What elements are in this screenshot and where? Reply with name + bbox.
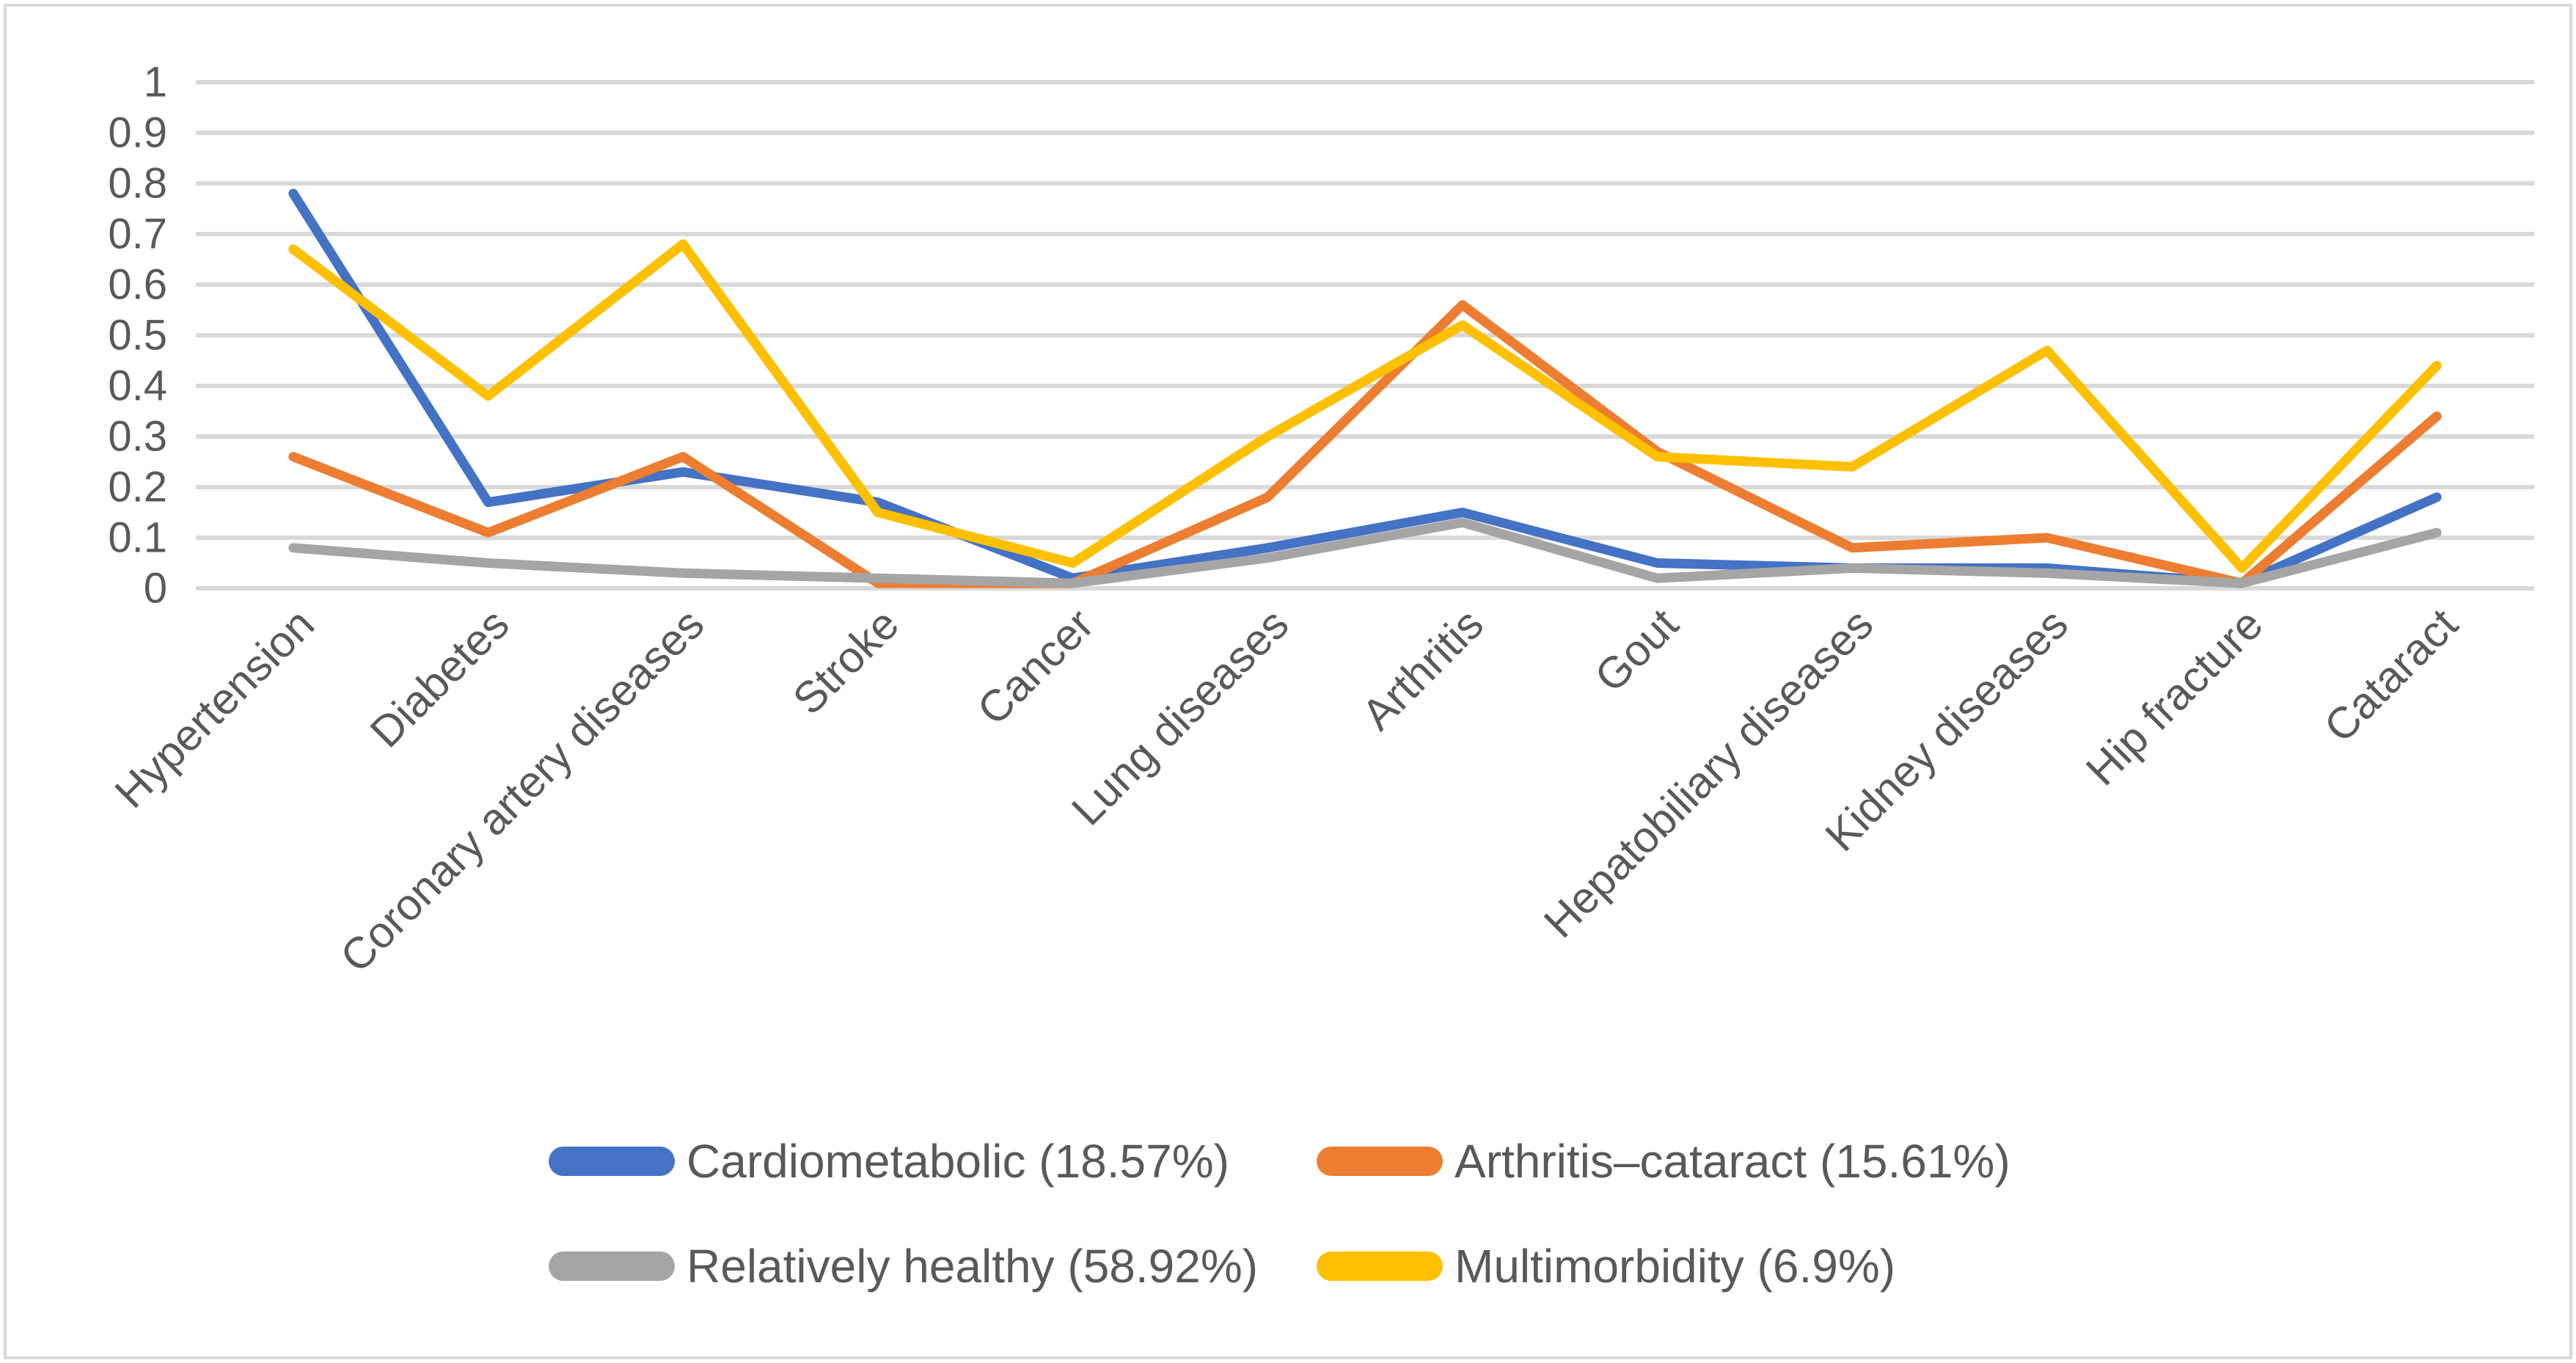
y-axis-tick-labels: 10.90.80.70.60.50.40.30.20.10 (108, 59, 167, 613)
legend-item: Relatively healthy (58.92%) (549, 1240, 1258, 1293)
y-tick-label: 0.1 (108, 514, 167, 562)
legend-swatch-2 (549, 1251, 675, 1281)
figure-border (4, 4, 2572, 1359)
legend-label: Cardiometabolic (18.57%) (687, 1135, 1229, 1188)
legend-label: Relatively healthy (58.92%) (687, 1240, 1258, 1293)
y-tick-label: 0.3 (108, 413, 167, 461)
legend-swatch-0 (549, 1147, 675, 1176)
series-line-1 (288, 300, 2442, 588)
y-tick-label: 0.5 (108, 312, 167, 359)
series-line-2 (288, 517, 2442, 588)
y-tick-label: 1 (144, 59, 167, 106)
legend-item: Cardiometabolic (18.57%) (549, 1135, 1229, 1188)
legend-item: Multimorbidity (6.9%) (1317, 1240, 1895, 1293)
y-tick-label: 0.6 (108, 261, 167, 309)
y-tick-label: 0.4 (108, 362, 167, 410)
legend-label: Multimorbidity (6.9%) (1455, 1240, 1895, 1293)
legend-swatch-1 (1317, 1147, 1443, 1176)
y-tick-label: 0 (144, 565, 167, 613)
legend-item: Arthritis–cataract (15.61%) (1317, 1135, 2010, 1188)
series-lines (288, 189, 2442, 588)
y-tick-label: 0.2 (108, 464, 167, 511)
y-tick-label: 0.7 (108, 211, 167, 258)
y-tick-label: 0.8 (108, 160, 167, 208)
y-tick-label: 0.9 (108, 109, 167, 157)
legend-label: Arthritis–cataract (15.61%) (1455, 1135, 2010, 1188)
legend: Cardiometabolic (18.57%) Arthritis–catara… (549, 1135, 2010, 1293)
legend-swatch-3 (1317, 1251, 1443, 1281)
series-line-3 (288, 239, 2442, 573)
